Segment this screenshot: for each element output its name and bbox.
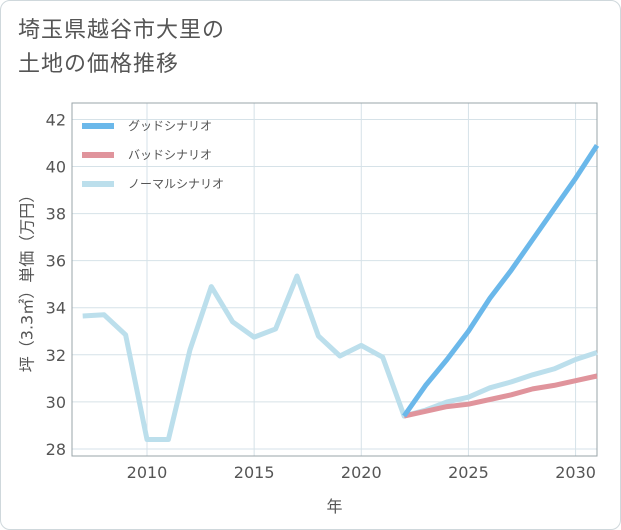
x-axis-title: 年 bbox=[326, 497, 342, 516]
y-tick-label: 38 bbox=[46, 205, 66, 224]
x-tick-label: 2025 bbox=[448, 463, 489, 482]
chart-title-line-1: 埼玉県越谷市大里の bbox=[18, 18, 226, 43]
y-tick-label: 32 bbox=[46, 346, 66, 365]
series-line-2 bbox=[82, 273, 598, 442]
y-tick-label: 30 bbox=[46, 393, 66, 412]
legend-label: ノーマルシナリオ bbox=[128, 177, 224, 191]
x-tick-label: 2020 bbox=[341, 463, 382, 482]
x-tick-label: 2030 bbox=[555, 463, 596, 482]
x-axis-ticks: 2010 2015 2020 2025 2030 bbox=[127, 463, 596, 482]
y-tick-label: 34 bbox=[46, 299, 66, 318]
plot-area-frame bbox=[71, 102, 598, 457]
series-lines bbox=[82, 144, 600, 442]
x-tick-label: 2015 bbox=[234, 463, 275, 482]
y-tick-label: 36 bbox=[46, 252, 66, 271]
chart-title: 埼玉県越谷市大里の 土地の価格推移 bbox=[18, 14, 225, 82]
y-tick-label: 28 bbox=[46, 440, 66, 459]
x-tick-label: 2010 bbox=[127, 463, 168, 482]
legend-label: グッドシナリオ bbox=[128, 119, 212, 133]
y-axis-ticks: 28 30 32 34 36 38 40 42 bbox=[46, 110, 66, 458]
series-line-1 bbox=[403, 373, 598, 419]
series-line-0 bbox=[402, 144, 600, 418]
chart-title-line-2: 土地の価格推移 bbox=[18, 52, 180, 77]
y-tick-label: 42 bbox=[46, 110, 66, 129]
grid bbox=[72, 103, 597, 456]
legend-label: バッドシナリオ bbox=[128, 148, 212, 162]
y-axis-title: 坪（3.3㎡）単価（万円） bbox=[18, 187, 37, 372]
y-tick-label: 40 bbox=[46, 158, 66, 177]
